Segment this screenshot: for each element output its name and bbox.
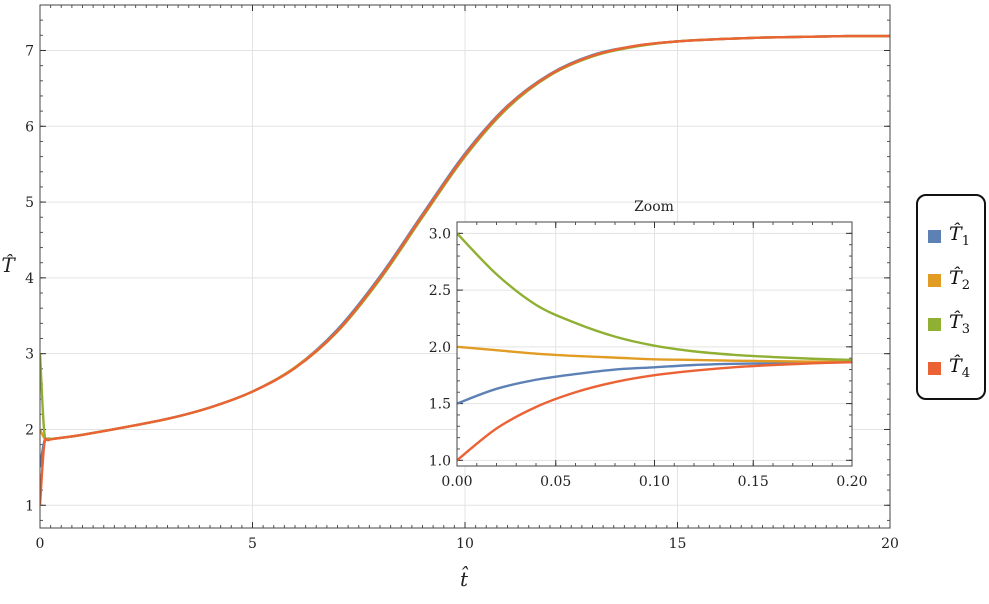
inset-series-line-3 — [457, 232, 852, 362]
main-x-tick-label: 20 — [881, 536, 899, 552]
inset-series-line-1 — [457, 360, 852, 405]
inset-plot-frame — [456, 221, 853, 467]
inset-y-tick-label: 2.5 — [429, 283, 451, 299]
main-series-line-4 — [40, 34, 890, 506]
legend-item-t1: T̂1 — [928, 223, 970, 249]
inset-y-tick-label: 3.0 — [429, 226, 451, 242]
inset-series-line-4 — [457, 360, 852, 462]
inset-x-tick-label: 0.20 — [836, 474, 867, 490]
main-plot-frame — [39, 4, 891, 529]
main-y-tick-label: 3 — [25, 347, 34, 363]
legend-item-t3: T̂3 — [928, 311, 970, 337]
main-x-tick-label: 0 — [36, 536, 45, 552]
zoom-inset-plot: 0.00 0.05 0.10 0.15 0.20 1.0 1.5 2.0 2.5 3.0 Zoom — [429, 199, 868, 490]
inset-series-line-2 — [457, 345, 852, 364]
inset-y-tick-label: 2.0 — [429, 340, 451, 356]
legend-label-t4: T̂4 — [949, 355, 970, 381]
x-axis-label: t̂ — [460, 565, 469, 591]
main-x-tick-label: 15 — [669, 536, 687, 552]
inset-y-tick-label: 1.5 — [429, 397, 451, 413]
legend-swatch-t4 — [928, 361, 941, 375]
legend-label-t2: T̂2 — [949, 267, 970, 293]
main-y-tick-label: 7 — [25, 43, 34, 59]
main-y-tick-label: 2 — [25, 422, 34, 438]
inset-title: Zoom — [634, 199, 674, 215]
main-y-tick-label: 5 — [25, 195, 34, 211]
legend-item-t2: T̂2 — [928, 267, 970, 293]
legend-label-t3: T̂3 — [949, 311, 970, 337]
main-x-tick-label: 10 — [456, 536, 474, 552]
inset-y-tick-label: 1.0 — [429, 453, 451, 469]
main-y-tick-label: 6 — [25, 119, 34, 135]
main-y-tick-label: 1 — [25, 498, 34, 514]
legend-label-t1: T̂1 — [949, 223, 970, 249]
main-y-tick-label: 4 — [25, 271, 34, 287]
y-axis-label: T̂ — [1, 253, 16, 277]
legend: T̂1 T̂2 T̂3 T̂4 — [916, 194, 986, 400]
inset-x-tick-label: 0.10 — [639, 474, 670, 490]
legend-item-t4: T̂4 — [928, 355, 970, 381]
inset-x-tick-label: 0.05 — [540, 474, 571, 490]
legend-swatch-t3 — [928, 317, 941, 331]
inset-x-tick-label: 0.00 — [441, 474, 472, 490]
legend-swatch-t1 — [928, 229, 941, 243]
legend-swatch-t2 — [928, 273, 941, 287]
main-x-tick-label: 5 — [248, 536, 257, 552]
inset-x-tick-label: 0.15 — [738, 474, 769, 490]
